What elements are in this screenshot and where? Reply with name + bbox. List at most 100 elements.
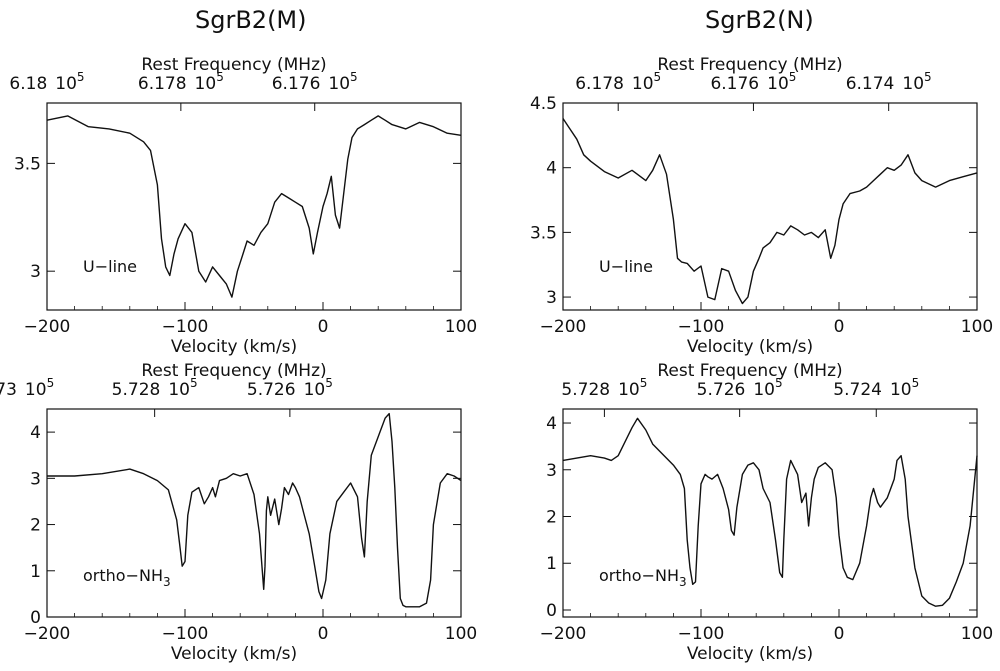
- y-tick-label: 3: [30, 262, 41, 282]
- line-label-sub: 3: [163, 575, 171, 589]
- top-tick-sup: 5: [216, 70, 224, 84]
- top-tick-sup: 5: [77, 70, 85, 84]
- y-tick-label: 3: [30, 469, 41, 489]
- x-tick-label: 100: [445, 624, 477, 644]
- y-tick-label: 4: [546, 159, 557, 179]
- line-label: U−line: [83, 257, 137, 276]
- x-tick-label: 100: [961, 317, 993, 337]
- spectrum-line: [47, 412, 462, 608]
- line-label-main: ortho−NH: [83, 566, 163, 585]
- x-axis-title: Velocity (km/s): [171, 337, 297, 357]
- x-tick-label: 0: [318, 317, 329, 337]
- top-tick-label: 6.176 105: [272, 70, 358, 94]
- x-axis-title: Velocity (km/s): [687, 644, 813, 664]
- line-label-main: ortho−NH: [599, 566, 679, 585]
- top-tick-mantissa: 6.178: [575, 74, 624, 94]
- top-tick-mantissa: 5.726: [697, 380, 746, 400]
- top-tick-sup: 5: [654, 70, 662, 84]
- top-tick-sup: 5: [640, 376, 648, 390]
- x-tick-label: −100: [678, 317, 725, 337]
- top-tick-label: 5.73 105: [0, 376, 54, 400]
- x-tick-label: −200: [24, 624, 71, 644]
- top-tick-exp: 10: [890, 380, 912, 400]
- top-tick-mantissa: 6.18: [9, 74, 47, 94]
- spectrum-line: [46, 115, 462, 298]
- y-tick-label: 0: [30, 608, 41, 628]
- top-axis-title: Rest Frequency (MHz): [141, 361, 326, 381]
- y-tick-label: 3: [546, 461, 557, 481]
- top-tick-exp: 10: [328, 74, 350, 94]
- top-tick-mantissa: 5.73: [0, 380, 17, 400]
- top-tick-sup: 5: [924, 70, 932, 84]
- x-tick-label: 100: [961, 624, 993, 644]
- top-tick-mantissa: 6.178: [138, 74, 187, 94]
- top-tick-mantissa: 5.724: [833, 380, 882, 400]
- y-tick-label: 2: [30, 516, 41, 536]
- line-label: U−line: [599, 257, 653, 276]
- top-tick-mantissa: 6.176: [272, 74, 321, 94]
- panel-m-nh3: −200−1000100012345.731055.7281055.726105…: [0, 361, 477, 664]
- line-label-main: U−line: [83, 257, 137, 276]
- top-tick-mantissa: 5.728: [561, 380, 610, 400]
- top-tick-sup: 5: [47, 376, 55, 390]
- top-axis-title: Rest Frequency (MHz): [657, 361, 842, 381]
- column-title-sgrb2-n: SgrB2(N): [705, 6, 814, 34]
- x-tick-label: −100: [678, 624, 725, 644]
- spectrum-line: [562, 417, 978, 607]
- top-tick-label: 6.178 105: [575, 70, 661, 94]
- y-tick-label: 3: [546, 288, 557, 308]
- plot-frame: [46, 102, 462, 311]
- y-tick-label: 2: [546, 508, 557, 528]
- y-tick-label: 4.5: [530, 94, 557, 114]
- top-tick-label: 5.728 105: [561, 376, 647, 400]
- y-tick-label: 1: [546, 554, 557, 574]
- plot-frame: [46, 408, 462, 618]
- line-label: ortho−NH3: [83, 566, 171, 589]
- top-tick-sup: 5: [775, 376, 783, 390]
- x-axis-title: Velocity (km/s): [687, 337, 813, 357]
- column-title-sgrb2-m: SgrB2(M): [195, 6, 307, 34]
- top-tick-label: 5.724 105: [833, 376, 919, 400]
- top-tick-exp: 10: [902, 74, 924, 94]
- top-tick-label: 6.174 105: [846, 70, 932, 94]
- top-tick-sup: 5: [912, 376, 920, 390]
- top-axis-title: Rest Frequency (MHz): [141, 55, 326, 75]
- y-tick-label: 4: [30, 423, 41, 443]
- top-tick-exp: 10: [767, 74, 789, 94]
- top-axis-title: Rest Frequency (MHz): [657, 55, 842, 75]
- top-tick-exp: 10: [753, 380, 775, 400]
- x-tick-label: 0: [834, 624, 845, 644]
- top-tick-sup: 5: [190, 376, 198, 390]
- y-tick-label: 3.5: [14, 154, 41, 174]
- y-tick-label: 1: [30, 562, 41, 582]
- line-label: ortho−NH3: [599, 566, 687, 589]
- top-tick-label: 5.726 105: [247, 376, 333, 400]
- top-tick-sup: 5: [789, 70, 797, 84]
- y-tick-label: 3.5: [530, 223, 557, 243]
- x-tick-label: −100: [162, 317, 209, 337]
- top-tick-label: 6.176 105: [710, 70, 796, 94]
- top-tick-exp: 10: [55, 74, 77, 94]
- top-tick-sup: 5: [325, 376, 333, 390]
- top-tick-mantissa: 5.728: [112, 380, 161, 400]
- line-label-sub: 3: [679, 575, 687, 589]
- x-tick-label: 0: [834, 317, 845, 337]
- top-tick-sup: 5: [350, 70, 358, 84]
- y-tick-label: 4: [546, 414, 557, 434]
- plot-frame: [562, 408, 978, 618]
- x-tick-label: −100: [162, 624, 209, 644]
- top-tick-mantissa: 6.176: [710, 74, 759, 94]
- top-tick-mantissa: 5.726: [247, 380, 296, 400]
- top-tick-exp: 10: [304, 380, 326, 400]
- line-label-main: U−line: [599, 257, 653, 276]
- top-tick-label: 5.728 105: [112, 376, 198, 400]
- top-tick-exp: 10: [25, 380, 47, 400]
- top-tick-exp: 10: [195, 74, 217, 94]
- plot-frame: [562, 102, 978, 311]
- top-tick-label: 5.726 105: [697, 376, 783, 400]
- x-tick-label: 0: [318, 624, 329, 644]
